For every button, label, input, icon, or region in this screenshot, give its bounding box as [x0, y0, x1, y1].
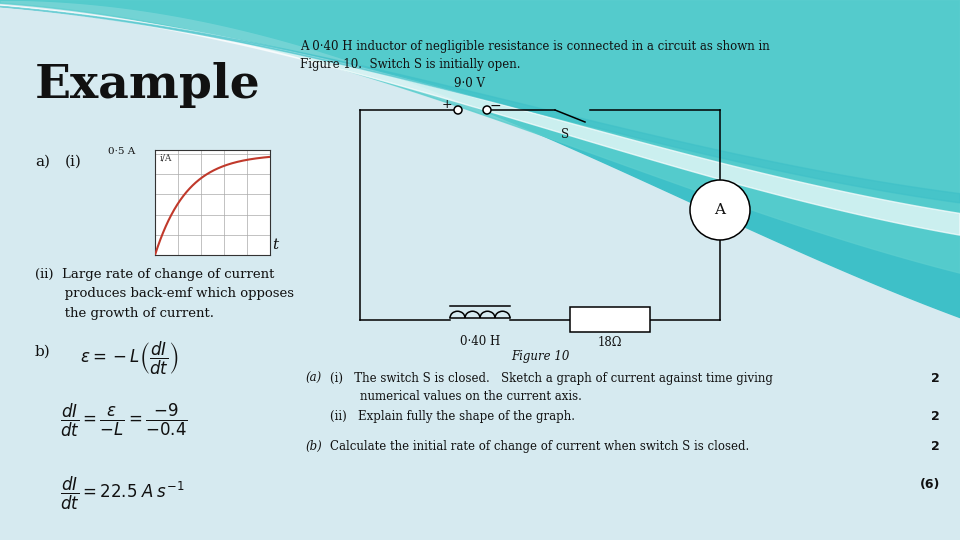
Text: +: + — [442, 98, 452, 111]
Text: $\varepsilon = -L\left(\dfrac{dI}{dt}\right)$: $\varepsilon = -L\left(\dfrac{dI}{dt}\ri… — [80, 340, 179, 377]
Text: (ii)   Explain fully the shape of the graph.: (ii) Explain fully the shape of the grap… — [330, 410, 575, 423]
Text: (i)   The switch S is closed.   Sketch a graph of current against time giving
  : (i) The switch S is closed. Sketch a gra… — [330, 372, 773, 403]
Text: A: A — [714, 203, 726, 217]
Text: 0·40 H: 0·40 H — [460, 335, 500, 348]
Text: 2: 2 — [931, 440, 940, 453]
Text: S: S — [561, 128, 569, 141]
Bar — [570, 307, 650, 332]
Text: −: − — [490, 99, 502, 113]
Text: 9·0 V: 9·0 V — [454, 77, 486, 90]
Text: Figure 10: Figure 10 — [511, 350, 569, 363]
Text: b): b) — [35, 345, 51, 359]
Circle shape — [483, 106, 491, 114]
Text: a): a) — [35, 155, 50, 169]
Text: 18Ω: 18Ω — [598, 336, 622, 349]
Text: 0·5 A: 0·5 A — [108, 147, 135, 156]
Text: Example: Example — [35, 62, 261, 108]
Text: (a): (a) — [305, 372, 322, 385]
Text: 2: 2 — [931, 410, 940, 423]
Text: $\dfrac{dI}{dt} = 22.5 \; A \; s^{-1}$: $\dfrac{dI}{dt} = 22.5 \; A \; s^{-1}$ — [60, 475, 184, 512]
Circle shape — [690, 180, 750, 240]
Circle shape — [454, 106, 462, 114]
Text: (ii)  Large rate of change of current
       produces back-emf which opposes
   : (ii) Large rate of change of current pro… — [35, 268, 294, 320]
Text: $\dfrac{dI}{dt} = \dfrac{\varepsilon}{-L} = \dfrac{-9}{-0.4}$: $\dfrac{dI}{dt} = \dfrac{\varepsilon}{-L… — [60, 402, 187, 439]
Text: Calculate the initial rate of change of current when switch S is closed.: Calculate the initial rate of change of … — [330, 440, 749, 453]
Text: (i): (i) — [65, 155, 82, 169]
Text: (6): (6) — [920, 478, 940, 491]
Text: 2: 2 — [931, 372, 940, 385]
Text: t: t — [272, 238, 278, 252]
Text: i/A: i/A — [159, 153, 172, 162]
Text: (b): (b) — [305, 440, 322, 453]
Text: A 0·40 H inductor of negligible resistance is connected in a circuit as shown in: A 0·40 H inductor of negligible resistan… — [300, 40, 770, 71]
